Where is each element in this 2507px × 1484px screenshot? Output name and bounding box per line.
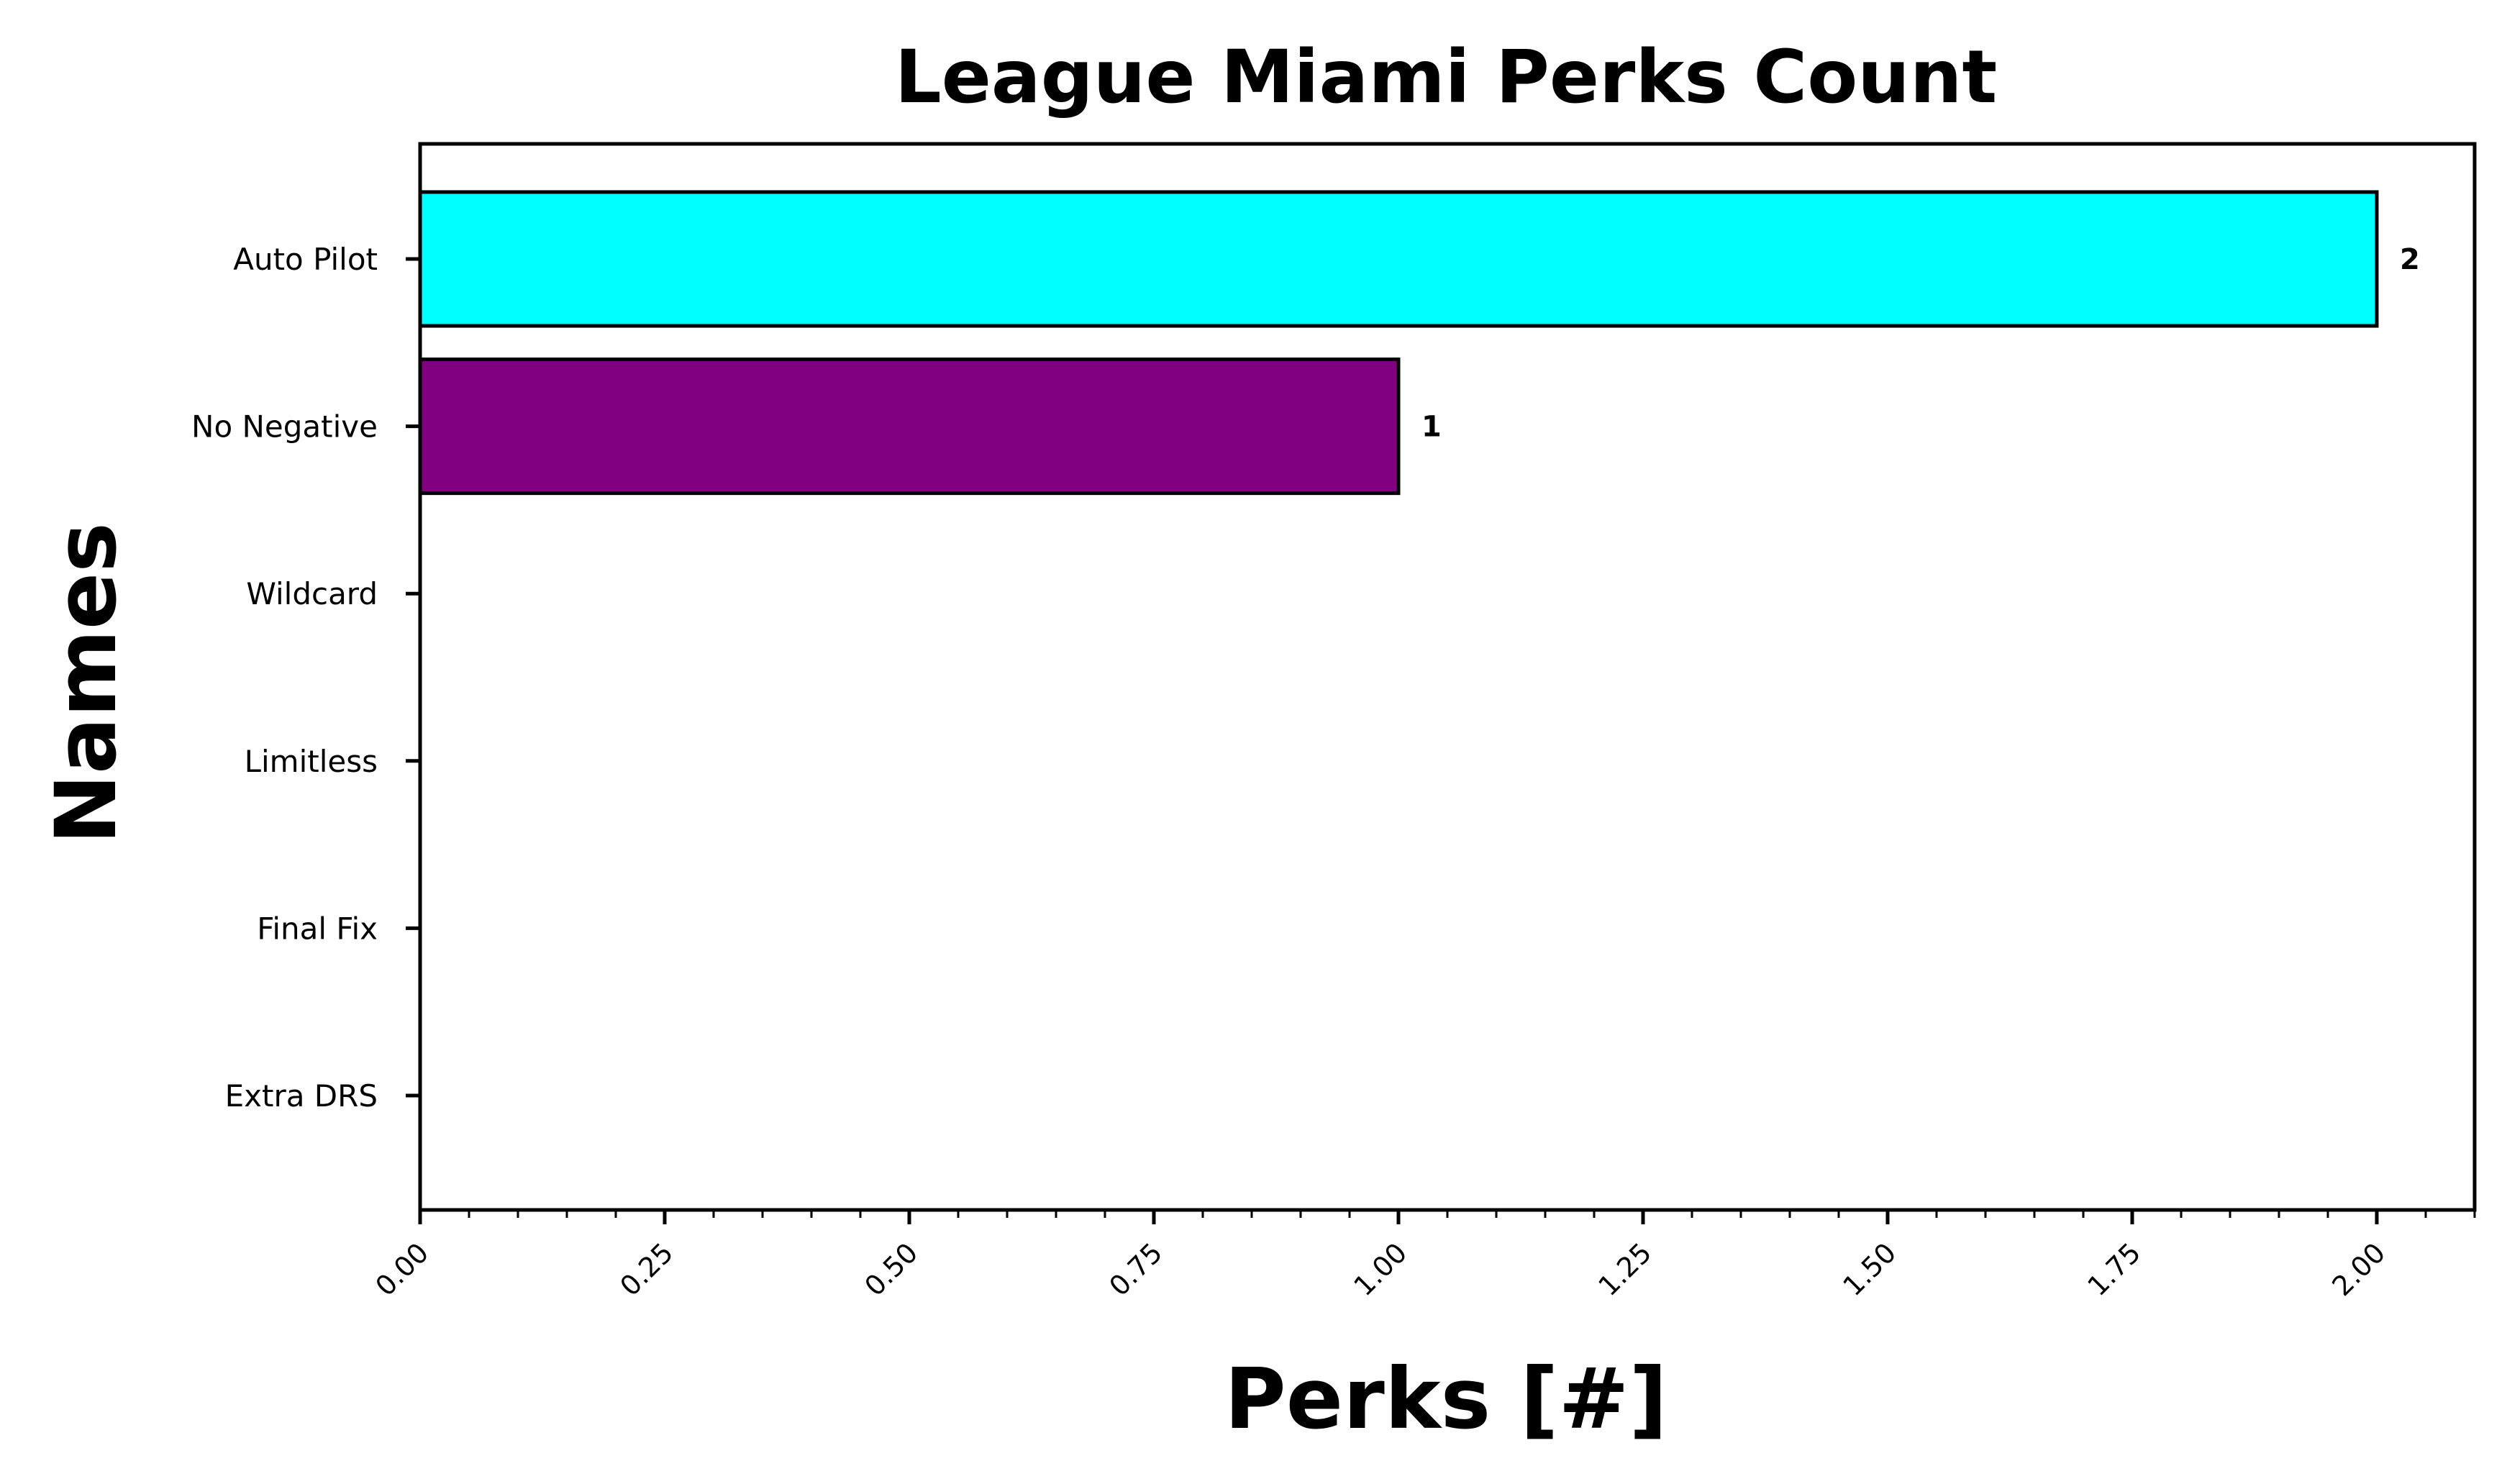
- chart-title: League Miami Perks Count: [895, 35, 1998, 120]
- bar-0: [418, 190, 2379, 328]
- y-tick-label-1: No Negative: [191, 409, 378, 445]
- y-tick-label-3: Limitless: [245, 744, 378, 779]
- data-label-0: 2: [2400, 243, 2420, 276]
- bars-group: 21: [418, 190, 2420, 1163]
- x-tick-label-8: 2.00: [2326, 1237, 2391, 1302]
- y-axis-ticks: Auto Pilot No Negative Wildcard Limitless Fi…: [191, 242, 420, 1114]
- bar-1: [418, 358, 1401, 496]
- data-label-1: 1: [1421, 411, 1442, 444]
- y-tick-label-4: Final Fix: [257, 911, 378, 946]
- x-tick-label-3: 0.75: [1103, 1237, 1168, 1302]
- x-tick-label-0: 0.00: [369, 1237, 434, 1302]
- y-tick-label-5: Extra DRS: [225, 1078, 378, 1114]
- y-axis-label: Names: [37, 522, 135, 845]
- x-tick-label-7: 1.75: [2081, 1237, 2147, 1302]
- x-tick-label-4: 1.00: [1347, 1237, 1413, 1302]
- x-tick-label-5: 1.25: [1592, 1237, 1657, 1302]
- y-tick-label-0: Auto Pilot: [233, 242, 378, 277]
- y-tick-label-2: Wildcard: [246, 576, 378, 611]
- x-tick-label-1: 0.25: [614, 1237, 679, 1302]
- x-tick-label-2: 0.50: [858, 1237, 924, 1302]
- x-axis-ticks: 0.00 0.25 0.50 0.75 1.00 1.25 1.50 1.75 2.00: [369, 1210, 2476, 1302]
- plot-frame: [418, 142, 2477, 1212]
- x-tick-label-6: 1.50: [1837, 1237, 1902, 1302]
- x-axis-label: Perks [#]: [1224, 1349, 1667, 1448]
